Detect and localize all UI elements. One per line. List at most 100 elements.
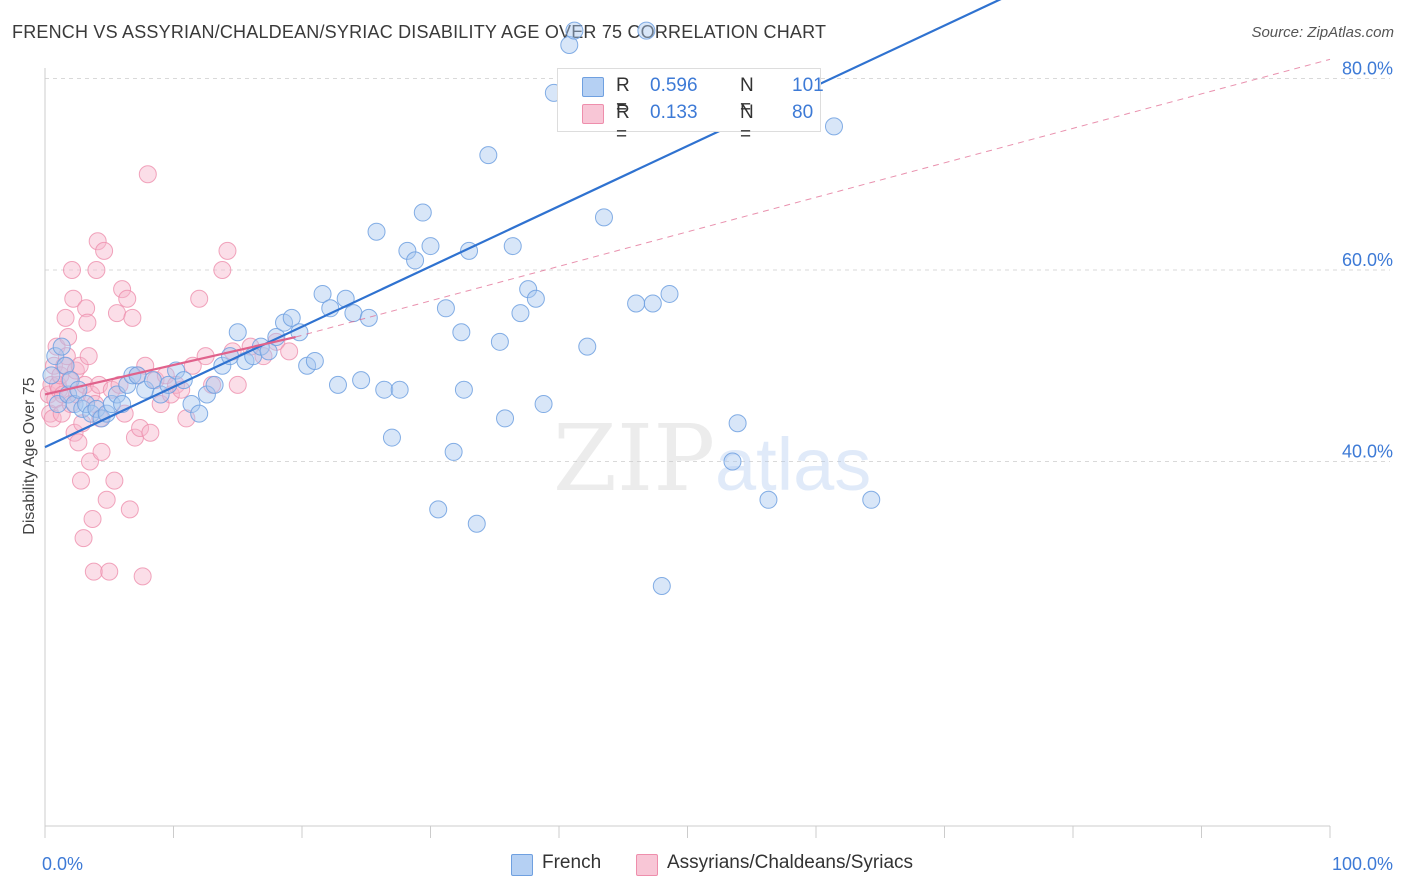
point-assyrian [59,328,78,347]
legend-swatch-french [582,77,604,97]
y-tick-label: 60.0% [1342,250,1393,270]
point-assyrian [97,490,116,509]
point-assyrian [138,165,157,184]
trend-line-french [44,0,1002,449]
point-assyrian [62,261,81,279]
point-assyrian [80,452,99,471]
point-french [862,490,881,509]
point-assyrian [52,404,71,423]
point-french [660,284,679,303]
x-tick-label: 100.0% [1332,854,1393,874]
point-assyrian [213,261,232,279]
point-french [197,385,216,404]
y-tick-label: 40.0% [1342,442,1393,462]
tick-labels: 40.0%60.0%80.0%100.0%0.0%100.0% [42,59,1393,875]
point-french [467,514,486,533]
watermark-atlas: atlas [715,423,871,506]
point-french [305,351,324,370]
legend-r-value: 0.133 [650,102,698,123]
point-assyrian [87,261,106,279]
series-assyrian-points [39,165,299,586]
point-assyrian [71,471,90,490]
point-assyrian [69,433,88,452]
point-assyrian [70,356,89,375]
point-assyrian [78,313,97,332]
bottom-legend-assyrian: Assyrians/Chaldeans/Syriacs [667,852,914,873]
point-assyrian [218,241,237,260]
point-french [56,356,75,375]
point-assyrian [64,289,83,308]
y-tick-label: 80.0% [1342,59,1393,79]
x-tick-label: 0.0% [42,854,83,874]
point-french [594,208,613,227]
point-french [503,237,522,256]
source-label: Source: ZipAtlas.com [1251,24,1394,41]
point-french [313,284,332,303]
point-french [205,375,224,394]
point-french [479,146,498,165]
bottom-legend-swatch-assyrian [636,854,658,876]
point-french [728,414,747,433]
point-french [398,241,417,260]
point-assyrian [228,375,247,394]
point-assyrian [107,304,126,323]
point-french [77,395,96,414]
bottom-legend-swatch-french [511,854,533,876]
point-french [824,117,843,136]
point-french [511,304,530,323]
legend: R = 0.596 N = 101 R = 0.133 N = 80 [557,68,824,145]
point-assyrian [133,567,152,586]
point-french [406,251,425,270]
point-assyrian [92,442,111,461]
point-french [578,337,597,356]
point-french [413,203,432,222]
legend-n-label: N = [740,102,754,145]
point-assyrian [43,409,62,428]
point-french [723,452,742,471]
point-french [390,380,409,399]
legend-r-label: R = [616,75,630,118]
point-french [436,299,455,318]
point-french [565,21,584,40]
point-french [560,35,579,54]
series-french-points [42,21,881,595]
point-french [52,337,71,356]
point-french [367,222,386,241]
point-assyrian [141,423,160,442]
point-french [444,442,463,461]
point-french [182,395,201,414]
watermark: ZIP atlas [553,405,871,512]
point-french [328,375,347,394]
point-french [526,289,545,308]
point-assyrian [77,299,96,318]
point-french [375,380,394,399]
point-assyrian [74,529,93,548]
legend-n-label: N = [740,75,754,118]
point-french [344,304,363,323]
point-assyrian [56,308,75,327]
point-french [490,332,509,351]
point-french [534,395,553,414]
point-french [652,576,671,595]
point-assyrian [113,280,132,299]
point-assyrian [190,289,209,308]
point-assyrian [79,347,98,366]
point-assyrian [88,232,107,251]
point-french [382,428,401,447]
point-french [190,404,209,423]
point-assyrian [280,342,299,361]
point-assyrian [118,289,137,308]
point-french [496,409,515,428]
watermark-zip: ZIP [553,405,715,512]
point-french [429,500,448,519]
point-assyrian [100,562,119,581]
point-french [82,404,101,423]
legend-n-value: 101 [792,75,824,96]
point-french [102,395,121,414]
point-french [454,380,473,399]
point-french [643,294,662,313]
point-french [452,323,471,342]
y-axis-label: Disability Age Over 75 [21,377,38,535]
point-french [352,371,371,390]
